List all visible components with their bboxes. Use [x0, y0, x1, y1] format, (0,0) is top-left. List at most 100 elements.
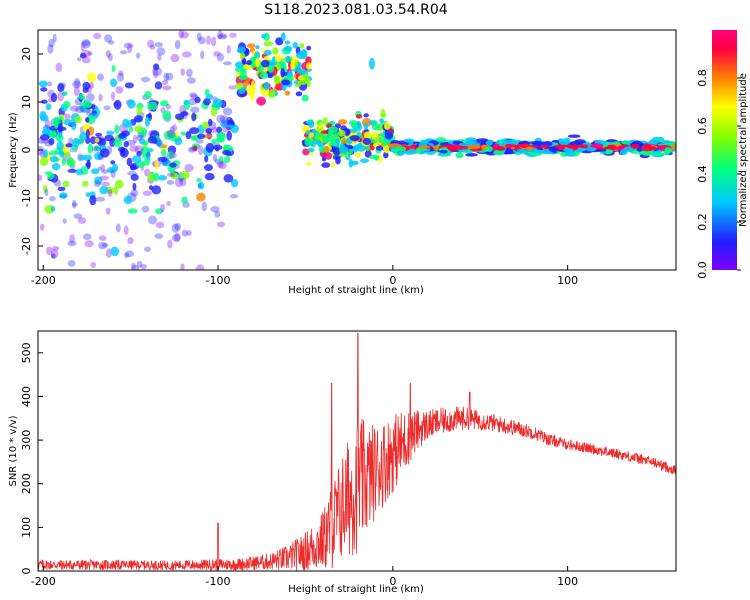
heatmap-cell — [160, 203, 166, 213]
heatmap-cell — [292, 42, 298, 49]
heatmap-cell — [49, 156, 59, 163]
heatmap-cell — [106, 130, 115, 136]
colorbar-tick-label: 0.4 — [696, 165, 709, 183]
heatmap-cell — [144, 90, 152, 99]
colorbar-ticks: 0.0 0.2 0.4 0.6 0.8 — [696, 69, 741, 279]
heatmap-cell — [47, 81, 53, 87]
heatmap-cell — [72, 80, 82, 89]
heatmap-cell — [89, 195, 97, 206]
heatmap-cell — [225, 124, 235, 129]
heatmap-cell — [294, 83, 301, 88]
heatmap-cell — [110, 78, 118, 87]
heatmap-cell — [82, 233, 92, 240]
heatmap-cell — [166, 151, 175, 160]
snr-x-axis-label: Height of straight line (km) — [288, 584, 424, 595]
heatmap-cell — [77, 217, 87, 224]
heatmap-cell — [136, 150, 142, 157]
heatmap-cell — [204, 88, 210, 96]
heatmap-cell — [269, 61, 275, 67]
heatmap-cell — [119, 50, 128, 55]
spectrogram-x-axis-label: Height of straight line (km) — [288, 285, 424, 296]
heatmap-cell — [306, 62, 312, 70]
heatmap-cell — [541, 144, 549, 148]
heatmap-cell — [63, 118, 73, 126]
heatmap-cell — [220, 119, 228, 128]
heatmap-cell — [337, 129, 346, 137]
heatmap-cell — [180, 131, 186, 136]
heatmap-cell — [79, 52, 87, 59]
x-tick-label: 100 — [557, 274, 578, 287]
heatmap-cell — [591, 143, 604, 149]
heatmap-cell — [48, 138, 55, 146]
heatmap-cell — [165, 72, 174, 81]
heatmap-cell — [310, 141, 315, 147]
heatmap-cell — [154, 42, 163, 48]
heatmap-cell — [67, 168, 77, 173]
heatmap-cell — [355, 114, 363, 119]
heatmap-cell — [55, 62, 63, 72]
heatmap-cell — [91, 104, 96, 110]
heatmap-cell — [51, 162, 61, 171]
heatmap-cell — [569, 141, 581, 147]
heatmap-cell — [254, 51, 261, 60]
heatmap-cell — [104, 134, 114, 142]
heatmap-cell — [127, 237, 134, 245]
heatmap-cell — [80, 42, 85, 51]
heatmap-cell — [571, 144, 579, 151]
heatmap-cell — [323, 145, 330, 153]
heatmap-cell — [652, 152, 666, 156]
heatmap-cell — [263, 41, 274, 47]
heatmap-cell — [63, 100, 71, 109]
heatmap-cell — [112, 163, 119, 173]
heatmap-cell — [174, 177, 183, 188]
heatmap-cell — [335, 156, 341, 165]
heatmap-cell — [147, 101, 158, 111]
heatmap-cell — [186, 68, 193, 78]
heatmap-cell — [142, 190, 152, 196]
heatmap-cell — [90, 261, 96, 269]
heatmap-cell — [337, 119, 348, 125]
heatmap-cell — [62, 218, 67, 224]
heatmap-cell — [123, 141, 129, 148]
heatmap-cell — [621, 140, 630, 145]
heatmap-cell — [81, 40, 91, 46]
heatmap-cell — [219, 115, 229, 123]
heatmap-cell — [205, 142, 214, 153]
heatmap-cell — [174, 39, 181, 50]
heatmap-cell — [485, 140, 494, 146]
heatmap-cell — [87, 143, 94, 154]
heatmap-cell — [129, 164, 137, 171]
heatmap-cell — [245, 64, 252, 71]
heatmap-cell — [418, 145, 430, 149]
heatmap-cell — [605, 148, 614, 155]
heatmap-cell — [166, 129, 176, 139]
heatmap-cell — [281, 79, 291, 86]
heatmap-cell — [38, 174, 43, 182]
heatmap-cell — [664, 147, 672, 154]
heatmap-cell — [132, 134, 138, 144]
heatmap-cell — [166, 180, 175, 185]
heatmap-cell — [40, 134, 50, 141]
heatmap-cell — [184, 163, 194, 173]
heatmap-cell — [306, 78, 311, 88]
heatmap-cell — [210, 107, 218, 117]
heatmap-cell — [126, 120, 133, 128]
heatmap-cell — [567, 134, 581, 138]
heatmap-cell — [51, 246, 60, 251]
heatmap-cell — [140, 264, 148, 270]
heatmap-cell — [139, 138, 146, 145]
heatmap-cell — [147, 136, 157, 144]
heatmap-cell — [148, 129, 158, 138]
heatmap-cell — [229, 32, 237, 38]
heatmap-cell — [44, 188, 49, 197]
heatmap-cell — [81, 39, 91, 49]
heatmap-cell — [98, 93, 103, 102]
heatmap-cell — [149, 44, 156, 50]
heatmap-cell — [50, 205, 56, 212]
heatmap-cell — [94, 145, 100, 151]
figure-title: S118.2023.081.03.54.R04 — [264, 2, 447, 18]
heatmap-cell — [324, 152, 333, 160]
heatmap-cell — [90, 168, 100, 175]
